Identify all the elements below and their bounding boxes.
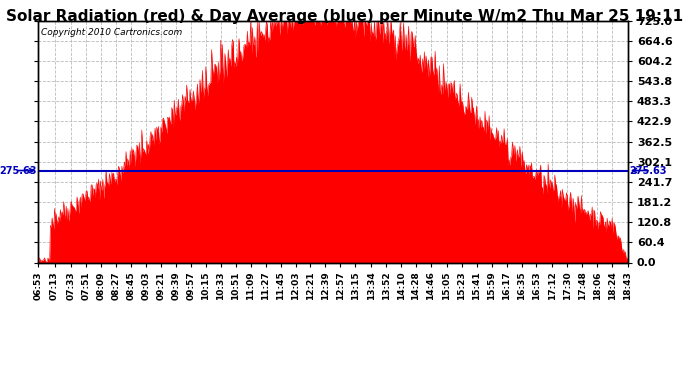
- Text: 275.63: 275.63: [629, 165, 667, 176]
- Text: Solar Radiation (red) & Day Average (blue) per Minute W/m2 Thu Mar 25 19:11: Solar Radiation (red) & Day Average (blu…: [6, 9, 684, 24]
- Text: 275.63: 275.63: [0, 165, 37, 176]
- Text: Copyright 2010 Cartronics.com: Copyright 2010 Cartronics.com: [41, 28, 182, 37]
